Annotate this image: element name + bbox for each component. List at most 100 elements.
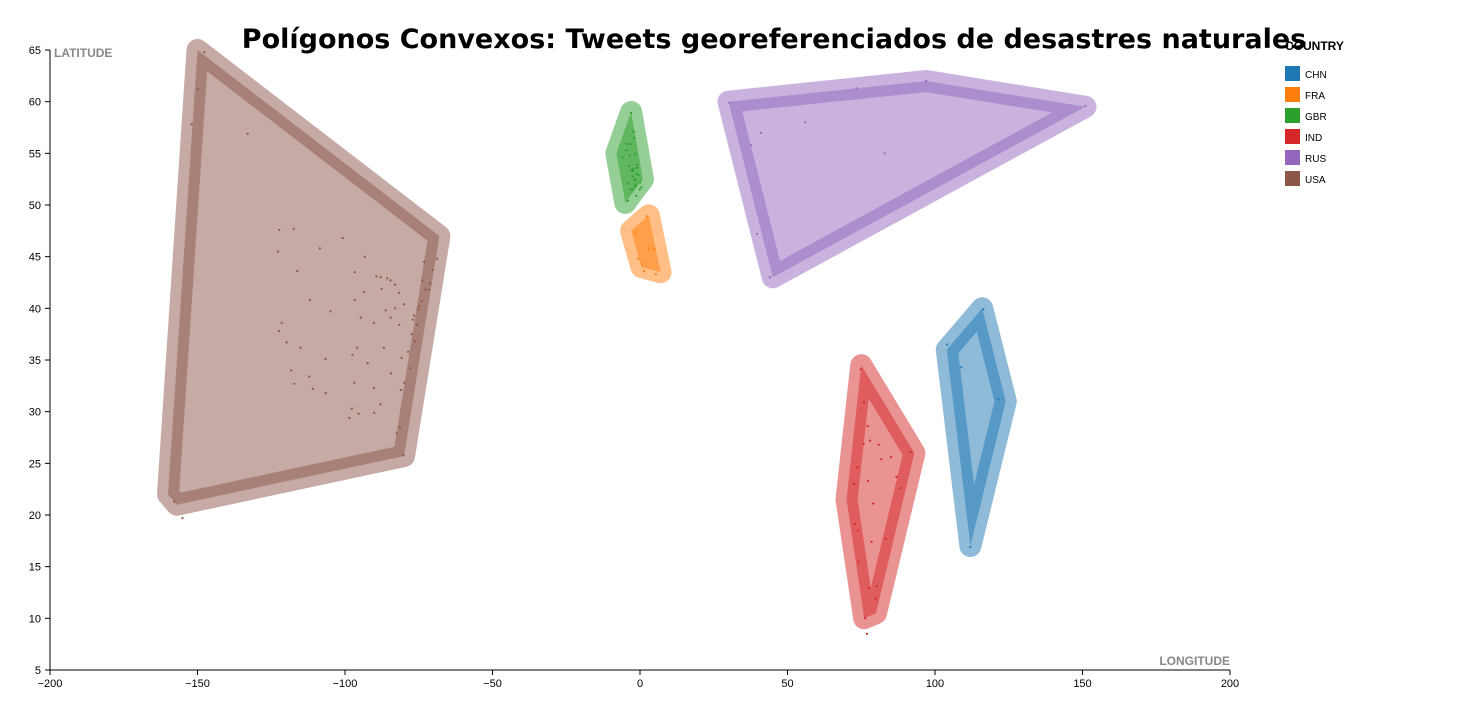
legend-swatch-usa — [1285, 171, 1300, 186]
point-usa — [389, 372, 393, 375]
point-ind — [866, 479, 870, 482]
point-fra — [634, 232, 637, 235]
legend-swatch-chn — [1285, 66, 1300, 81]
point-usa — [318, 247, 321, 250]
point-usa — [276, 250, 280, 253]
point-usa — [350, 407, 353, 410]
point-usa — [403, 381, 406, 384]
point-gbr — [628, 154, 631, 157]
point-usa — [418, 305, 421, 308]
x-tick-label: 0 — [637, 678, 643, 690]
y-tick-label: 45 — [29, 252, 41, 264]
point-ind — [884, 537, 887, 540]
point-chn — [960, 366, 963, 369]
point-usa — [366, 362, 369, 365]
point-gbr — [634, 153, 637, 156]
point-usa — [398, 323, 401, 326]
point-usa — [296, 270, 299, 273]
point-fra — [653, 248, 656, 251]
point-usa — [372, 386, 375, 389]
point-gbr — [638, 188, 641, 191]
point-fra — [637, 257, 640, 260]
point-usa — [400, 356, 403, 359]
hull-chn — [935, 297, 1017, 557]
point-usa — [402, 454, 405, 457]
point-rus — [759, 131, 763, 134]
legend-swatch-fra — [1285, 87, 1300, 102]
point-usa — [402, 303, 406, 306]
y-axis-ticks: 5 10 15 20 25 30 35 40 45 50 55 60 65 — [29, 45, 50, 677]
x-tick-label: 100 — [926, 678, 944, 690]
point-gbr — [635, 163, 638, 166]
point-usa — [277, 330, 280, 333]
point-gbr — [630, 168, 633, 171]
hulls-layer — [157, 39, 1097, 630]
point-usa — [362, 290, 365, 293]
point-usa — [299, 346, 302, 349]
point-usa — [412, 314, 416, 317]
point-gbr — [635, 194, 638, 197]
hull-rus — [717, 70, 1097, 289]
point-gbr — [633, 185, 636, 188]
point-usa — [190, 123, 193, 126]
legend-label-rus: RUS — [1305, 154, 1326, 165]
y-tick-label: 20 — [29, 510, 41, 522]
point-usa — [290, 369, 293, 372]
y-tick-label: 25 — [29, 458, 41, 470]
point-usa — [351, 353, 354, 356]
legend: COUNTRY CHN FRA GBR IND RUS USA — [1285, 39, 1344, 186]
point-usa — [420, 300, 423, 303]
axes: −200 −150 −100 −50 0 50 100 150 200 5 10 15 20 25 30 3… — [29, 45, 1239, 690]
point-ind — [877, 443, 880, 446]
point-usa — [399, 388, 402, 392]
y-tick-label: 60 — [29, 97, 41, 109]
point-usa — [353, 381, 356, 384]
point-gbr — [632, 130, 635, 133]
point-usa — [196, 88, 199, 91]
point-gbr — [626, 199, 630, 202]
point-usa — [353, 299, 356, 302]
hull-ind — [835, 354, 926, 630]
point-ind — [857, 560, 860, 563]
point-chn — [997, 398, 1000, 401]
legend-label-fra: FRA — [1305, 91, 1325, 102]
point-usa — [308, 299, 311, 302]
point-usa — [324, 357, 327, 361]
point-usa — [397, 291, 401, 294]
y-tick-label: 35 — [29, 355, 41, 367]
point-usa — [375, 275, 378, 278]
point-usa — [411, 318, 414, 321]
point-usa — [311, 387, 314, 390]
y-tick-label: 30 — [29, 407, 41, 419]
x-tick-label: 200 — [1221, 678, 1239, 690]
point-usa — [356, 346, 359, 349]
point-ind — [889, 456, 893, 459]
point-usa — [357, 412, 360, 415]
point-usa — [386, 277, 389, 280]
point-ind — [864, 617, 867, 620]
point-gbr — [629, 188, 632, 191]
point-fra — [645, 215, 648, 218]
x-tick-label: −50 — [483, 678, 502, 690]
x-tick-label: −200 — [38, 678, 63, 690]
point-ind — [872, 502, 875, 505]
point-ind — [853, 523, 856, 526]
point-usa — [384, 309, 387, 312]
point-chn — [946, 343, 949, 346]
point-usa — [421, 279, 424, 282]
legend-items: CHN FRA GBR IND RUS USA — [1285, 66, 1327, 186]
point-fra — [643, 270, 646, 273]
point-gbr — [632, 169, 635, 172]
point-ind — [899, 487, 902, 490]
point-usa — [373, 411, 376, 414]
hull-usa — [157, 39, 451, 516]
legend-swatch-ind — [1285, 129, 1300, 144]
point-fra — [648, 247, 651, 250]
x-axis-label: LONGITUDE — [1159, 654, 1230, 668]
point-gbr — [635, 172, 638, 176]
point-rus — [749, 144, 753, 147]
point-gbr — [633, 136, 636, 139]
point-usa — [428, 288, 431, 291]
point-gbr — [637, 173, 640, 177]
